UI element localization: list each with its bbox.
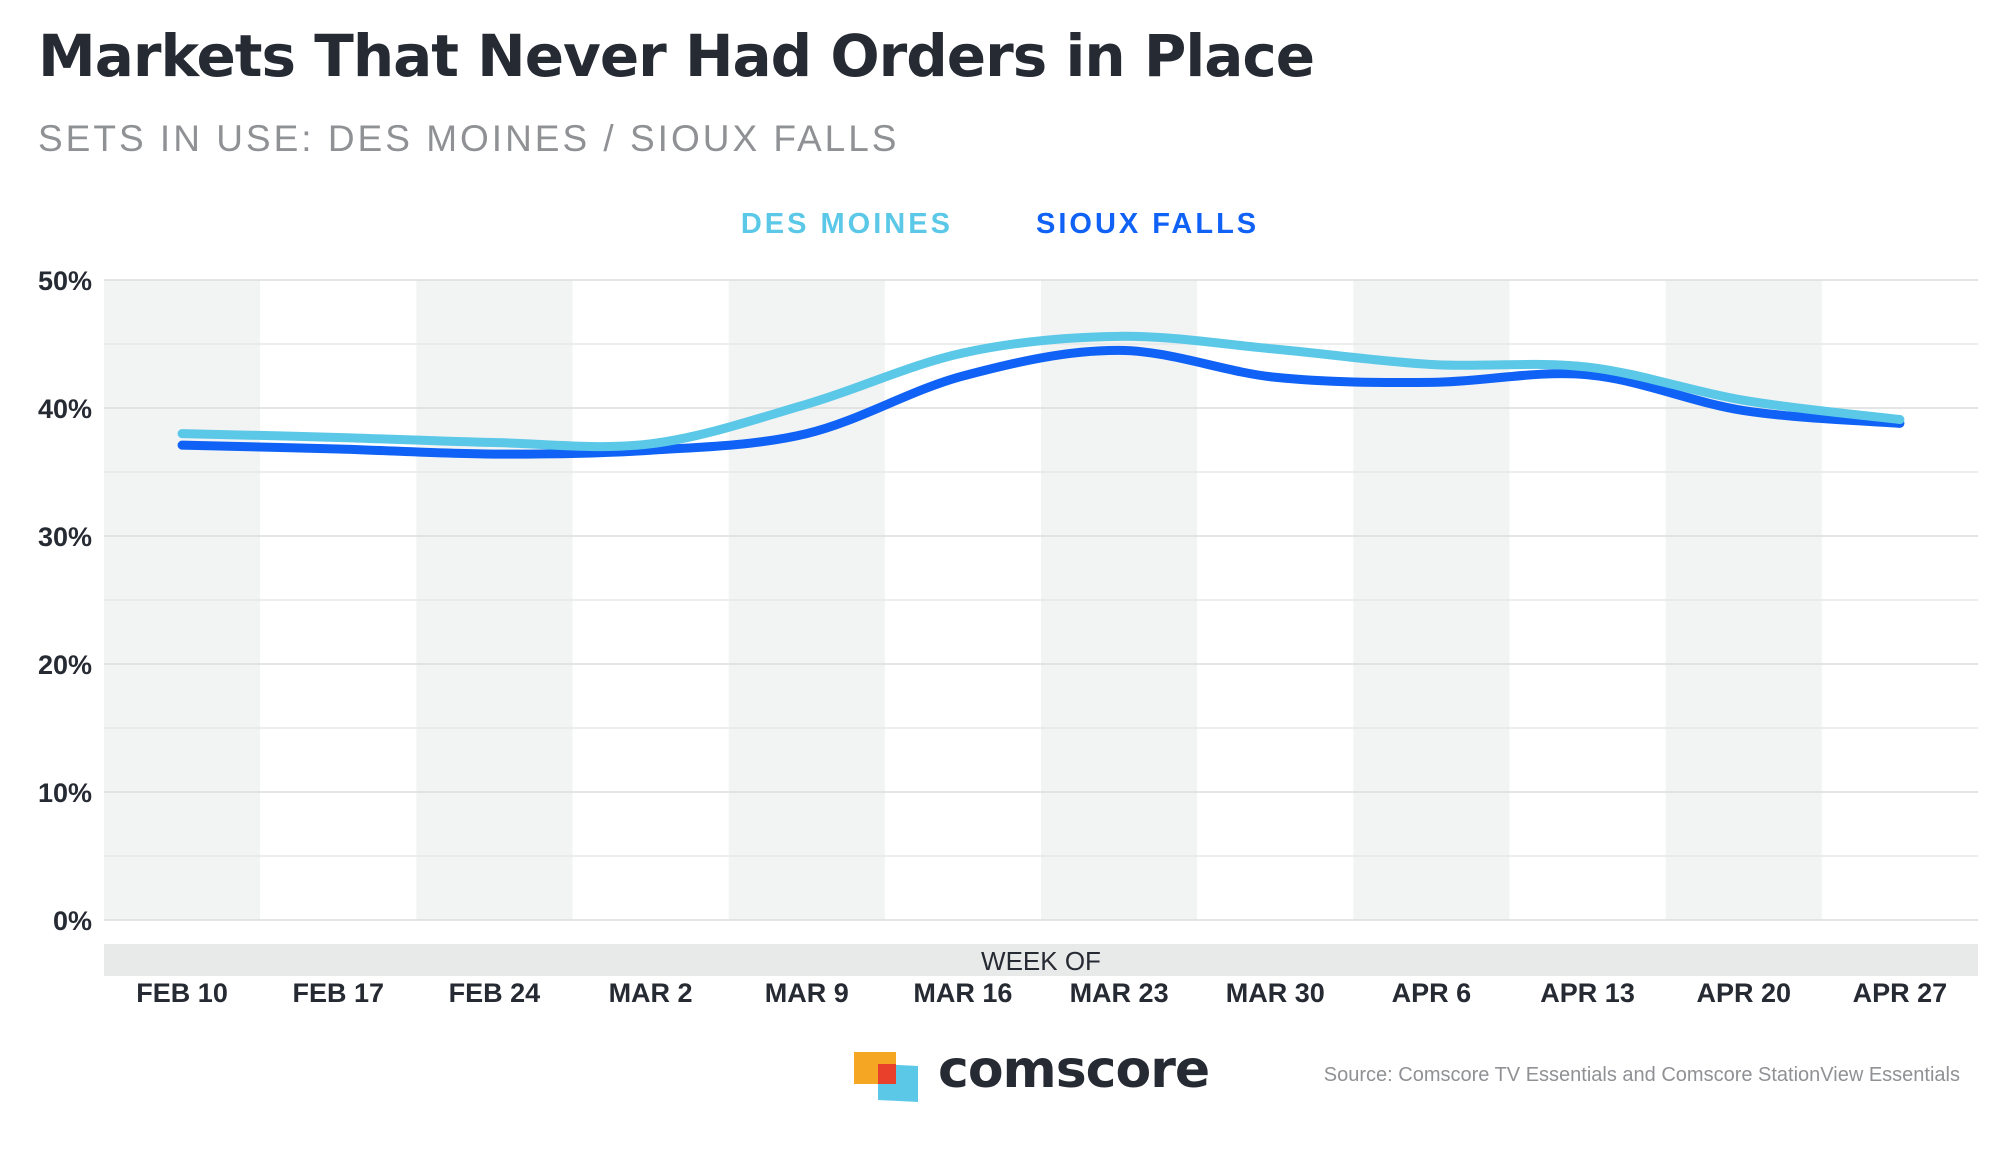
legend-des-moines: DES MOINES	[740, 208, 953, 240]
x-tick-label: MAR 9	[765, 978, 849, 1008]
y-tick-label: 20%	[38, 650, 92, 680]
y-tick-label: 40%	[38, 394, 92, 424]
gridlines	[104, 279, 1978, 921]
x-tick-label: FEB 10	[136, 978, 228, 1008]
legend: DES MOINES SIOUX FALLS	[0, 208, 2000, 241]
sioux-falls-line	[177, 345, 1905, 459]
source-note: Source: Comscore TV Essentials and Comsc…	[1323, 1064, 1960, 1086]
x-axis-ticks: FEB 10 FEB 17 FEB 24 MAR 2 MAR 9 MAR 16 MAR 23…	[136, 978, 1947, 1008]
x-tick-label: APR 6	[1392, 978, 1472, 1008]
x-tick-label: MAR 23	[1070, 978, 1169, 1008]
y-tick-label: 50%	[38, 266, 92, 296]
comscore-logo-icon	[854, 1052, 918, 1102]
chart-title: Markets That Never Had Orders in Place	[38, 22, 1315, 90]
x-tick-label: APR 20	[1696, 978, 1791, 1008]
x-tick-label: MAR 16	[913, 978, 1012, 1008]
x-axis-label: WEEK OF	[981, 946, 1101, 976]
series-lines	[177, 331, 1905, 459]
chart-subtitle: SETS IN USE: DES MOINES / SIOUX FALLS	[38, 118, 900, 159]
x-tick-label: MAR 2	[609, 978, 693, 1008]
y-tick-label: 30%	[38, 522, 92, 552]
x-tick-label: MAR 30	[1226, 978, 1325, 1008]
y-tick-label: 10%	[38, 778, 92, 808]
y-axis-ticks: 0% 10% 20% 30% 40% 50%	[38, 266, 92, 936]
x-tick-label: APR 13	[1540, 978, 1635, 1008]
brand-name: comscore	[938, 1040, 1210, 1100]
x-axis-band	[104, 944, 1978, 976]
x-tick-label: APR 27	[1853, 978, 1948, 1008]
des-moines-line	[177, 331, 1905, 452]
y-tick-label: 0%	[53, 906, 92, 936]
line-chart: 0%10%20%30%40%50% WEEK OF FEB 10 FEB 17 FE…	[38, 266, 1978, 1008]
legend-sioux-falls: SIOUX FALLS	[1036, 208, 1260, 240]
x-tick-label: FEB 24	[449, 978, 541, 1008]
x-tick-label: FEB 17	[292, 978, 384, 1008]
